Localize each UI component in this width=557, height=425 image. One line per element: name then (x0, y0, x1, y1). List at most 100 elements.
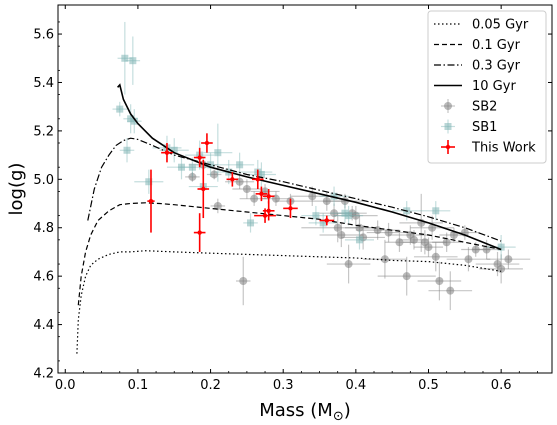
sb2-marker (402, 272, 411, 281)
sb2-marker (322, 197, 331, 206)
sb1-point (125, 36, 141, 85)
x-tick-label: 0.4 (346, 378, 367, 393)
sb1-marker (170, 146, 178, 154)
sb1-marker (236, 161, 244, 169)
sb2-marker (239, 277, 248, 285)
sb1-marker (257, 170, 265, 178)
legend: 0.05 Gyr 0.1 Gyr 0.3 Gyr 10 Gyr SB2 SB1 This W… (427, 10, 547, 164)
sb2-marker (449, 231, 458, 239)
legend-item: SB2 (441, 99, 497, 115)
x-tick-label: 0.1 (128, 378, 149, 393)
sb2-marker (431, 252, 440, 261)
sb2-point (210, 198, 226, 214)
this-work-point (193, 147, 206, 168)
sb2-marker (446, 286, 455, 295)
this-work-marker (324, 218, 329, 223)
sb2-marker (380, 255, 389, 264)
legend-item: SB1 (441, 119, 497, 135)
sb1-marker (121, 54, 129, 62)
sb2-point (239, 191, 269, 206)
sb2-marker (504, 255, 513, 264)
sb1-point (334, 205, 364, 226)
y-axis-ticks: 4.2 4.4 4.6 4.8 5.0 5.2 5.4 5.6 (33, 21, 552, 382)
this-work-point (255, 186, 268, 202)
sb2-marker (213, 201, 222, 210)
x-tick-label: 0.2 (200, 378, 221, 393)
sb1-marker (130, 117, 138, 125)
this-work-point (161, 143, 173, 163)
legend-sb1-marker (444, 123, 452, 130)
legend-sb2-marker (444, 102, 452, 110)
y-tick-label: 5.2 (33, 124, 54, 139)
this-work-marker (266, 208, 271, 213)
sb1-point (330, 203, 360, 223)
y-tick-label: 4.8 (33, 221, 54, 236)
sb1-marker (178, 163, 185, 171)
sb2-marker (242, 185, 251, 193)
sb2-point (301, 213, 375, 243)
sb1-marker (341, 209, 349, 217)
sb1-point (119, 138, 135, 163)
legend-label: SB1 (472, 120, 497, 135)
y-tick-label: 5.4 (33, 76, 54, 91)
y-tick-label: 4.6 (33, 270, 54, 285)
this-work-marker (204, 140, 210, 146)
this-work-marker (197, 155, 202, 160)
sb2-marker (409, 235, 418, 244)
sb1-point (243, 213, 258, 233)
sb1-point (134, 169, 164, 194)
isochrone-0-05-gyrline (76, 250, 502, 354)
this-work-marker (148, 198, 154, 204)
sb1-marker (319, 219, 327, 227)
sb2-point (344, 215, 375, 240)
sb2-point (403, 230, 447, 255)
sb2-point (319, 222, 364, 248)
legend-label: SB2 (472, 100, 497, 115)
sb1-point (344, 230, 375, 250)
sb1-marker (123, 146, 131, 154)
isochrone-10-gyrline (117, 83, 502, 251)
plot-frame (57, 4, 553, 374)
x-tick-label: 0.0 (55, 378, 76, 393)
sb2-marker (395, 238, 404, 247)
legend-label: 10 Gyr (472, 79, 516, 94)
sb1-marker (312, 212, 320, 220)
sb2-point (384, 232, 414, 252)
this-work-marker (266, 194, 271, 199)
sb2-marker (497, 264, 506, 273)
sb2-marker (424, 243, 433, 252)
sb2-point (366, 222, 411, 243)
this-work-point (262, 201, 275, 221)
sb2-marker (330, 209, 339, 218)
sb1-marker (188, 163, 196, 171)
sb1-marker (129, 57, 137, 65)
sb2-point (261, 191, 291, 206)
sb2-series (185, 157, 531, 311)
x-tick-label: 0.5 (418, 378, 439, 393)
sb2-marker (188, 172, 197, 181)
sb2-point (432, 232, 462, 252)
sb1-point (421, 201, 451, 221)
this-work-marker (201, 186, 206, 192)
sb2-point (334, 205, 378, 226)
sb2-point (486, 249, 531, 269)
this-work-point (201, 133, 213, 153)
this-work-marker (164, 150, 170, 155)
sb1-point (246, 162, 276, 187)
sb2-point (363, 239, 407, 279)
sb1-point (319, 186, 349, 206)
sb1-point (159, 138, 189, 163)
this-work-point (251, 169, 264, 189)
this-work-marker (288, 206, 293, 211)
sb1-point (308, 213, 338, 233)
sb2-marker (337, 231, 346, 239)
sb2-point (479, 254, 523, 284)
this-work-point (319, 215, 335, 226)
isochrone-0-1-gyrline (77, 202, 502, 306)
sb2-point (417, 261, 462, 301)
sb2-marker (471, 245, 480, 254)
y-tick-label: 5.6 (33, 28, 54, 43)
isochrone-0-3-gyrline (87, 137, 502, 242)
sb1-point (127, 109, 142, 134)
sb1-marker (214, 149, 222, 157)
